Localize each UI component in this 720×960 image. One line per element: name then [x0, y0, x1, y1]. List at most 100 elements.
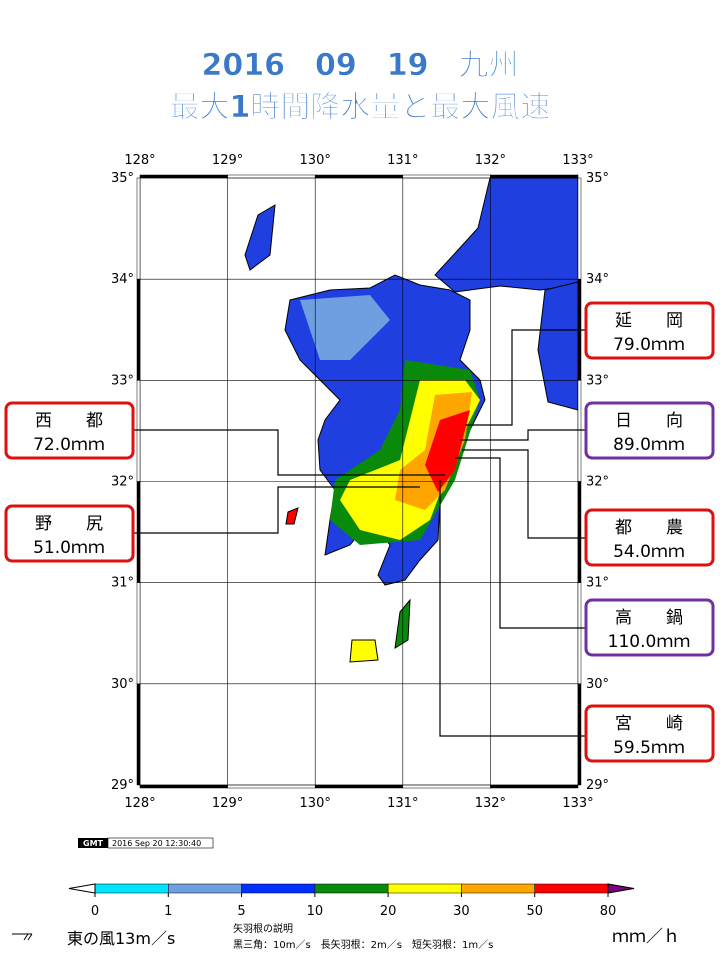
barb-sample	[12, 933, 33, 941]
yakushima	[349, 639, 379, 663]
lon-label: 130°	[300, 796, 331, 811]
frame	[577, 481, 582, 583]
frame	[136, 481, 141, 583]
lat-label: 32°	[586, 475, 609, 490]
frame	[577, 683, 582, 786]
legend-heading: 矢羽根の説明	[233, 922, 293, 935]
colorbar-over	[607, 883, 635, 894]
timestamp: 2016 Sep 20 12:30:40	[112, 839, 201, 848]
callout-box	[584, 704, 715, 763]
wind-legend: 東の風13m／s 矢羽根の説明 黒三角：10m／s 長矢羽根：2m／s 短矢羽根…	[12, 922, 680, 951]
callout-box	[584, 598, 715, 657]
callouts: 延 岡 79.0ｍｍ 日 向 89.0ｍｍ 都 農 54.0ｍｍ 高 鍋 110.0ｍｍ 宮 崎…	[4, 301, 715, 763]
subtitle: 最大1時間降水量と最大風速	[170, 90, 551, 125]
lon-label: 133°	[562, 796, 593, 811]
lon-label: 128°	[124, 153, 155, 168]
frame	[314, 174, 404, 179]
colorbar-label: 0	[91, 904, 99, 919]
lon-label: 130°	[300, 153, 331, 168]
lat-label: 33°	[111, 373, 134, 388]
frame	[577, 582, 582, 685]
colorbar: 0 1 5 10 20 30 50 80	[68, 883, 635, 919]
callout-value: 59.5ｍｍ	[613, 738, 685, 758]
frame	[136, 683, 141, 786]
callout-box	[4, 401, 135, 460]
lat-label: 31°	[586, 576, 609, 591]
callout-box	[584, 508, 715, 567]
callout-value: 79.0ｍｍ	[613, 335, 685, 355]
frame	[314, 784, 404, 789]
frame	[136, 177, 141, 280]
colorbar-segment	[241, 883, 316, 894]
lat-label: 30°	[586, 677, 609, 692]
frame	[577, 380, 582, 482]
colorbar-segment	[314, 883, 389, 894]
callout-name: 西 都	[35, 411, 103, 431]
callout-value: 110.0ｍｍ	[608, 632, 691, 652]
lon-label: 131°	[387, 153, 418, 168]
leader-line	[462, 449, 586, 539]
leader-line	[439, 480, 586, 737]
colorbar-segment	[168, 883, 242, 894]
colorbar-unit: ｍｍ／ｈ	[612, 927, 680, 947]
gmt-logo-bg	[78, 838, 108, 848]
callout-name: 野 尻	[35, 514, 103, 534]
lon-label: 128°	[124, 796, 155, 811]
rain-light	[300, 295, 390, 360]
callout-name: 延 岡	[615, 311, 683, 331]
colorbar-segment	[461, 883, 535, 894]
frame	[402, 784, 491, 789]
stamp-box	[107, 837, 214, 849]
lon-label: 131°	[387, 796, 418, 811]
frame	[402, 174, 491, 179]
callout-name: 都 農	[615, 518, 683, 538]
colorbar-label: 80	[600, 904, 617, 919]
lon-label: 129°	[212, 796, 243, 811]
leader-line	[133, 429, 445, 476]
frame	[227, 174, 316, 179]
colorbar-segment	[387, 883, 462, 894]
lon-label: 132°	[475, 796, 506, 811]
lon-label: 133°	[562, 153, 593, 168]
koshiki	[285, 507, 299, 525]
callout-box	[4, 504, 135, 563]
lat-label: 34°	[586, 272, 609, 287]
lon-label: 129°	[212, 153, 243, 168]
callout-value: 51.0ｍｍ	[33, 538, 105, 558]
lat-label: 32°	[111, 475, 134, 490]
colorbar-label: 5	[237, 904, 245, 919]
lat-label: 35°	[111, 171, 134, 186]
callout-name: 宮 崎	[615, 714, 683, 734]
leader-line	[455, 457, 586, 629]
callout-box	[584, 301, 715, 360]
lat-label: 31°	[111, 576, 134, 591]
frame	[139, 784, 228, 789]
colorbar-label: 30	[453, 904, 470, 919]
lat-label: 34°	[111, 272, 134, 287]
title: 2016／09／19 九州	[202, 48, 519, 83]
colorbar-under	[68, 883, 96, 894]
lat-label: 29°	[111, 778, 134, 793]
colorbar-label: 1	[164, 904, 172, 919]
leader-line	[133, 486, 420, 534]
lat-label: 30°	[111, 677, 134, 692]
colorbar-segment	[534, 883, 609, 894]
colorbar-segment	[94, 883, 169, 894]
lat-label: 35°	[586, 171, 609, 186]
frame	[577, 177, 582, 280]
lat-label: 29°	[586, 778, 609, 793]
shikoku	[537, 281, 579, 411]
callout-value: 54.0ｍｍ	[613, 542, 685, 562]
legend-detail: 黒三角：10m／s 長矢羽根：2m／s 短矢羽根：1m／s	[233, 938, 493, 951]
callout-name: 日 向	[615, 411, 683, 431]
frame	[136, 278, 141, 381]
rain-red	[425, 410, 470, 492]
colorbar-label: 20	[380, 904, 397, 919]
frame	[490, 784, 579, 789]
tsushima	[244, 204, 276, 271]
grid: 128° 128° 129° 129° 130° 130° 131° 131° 132° 132°…	[111, 153, 609, 811]
frame	[136, 380, 141, 482]
callout-box	[584, 401, 715, 460]
callout-name: 高 鍋	[615, 608, 683, 628]
